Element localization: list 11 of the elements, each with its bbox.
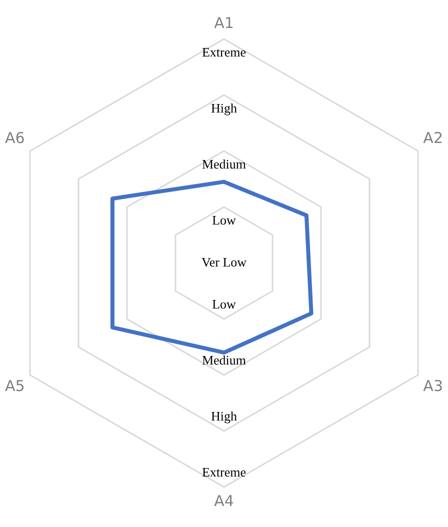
y-tick-label: Low: [212, 212, 237, 228]
y-tick-label: Medium: [202, 156, 246, 172]
y-tick-label: High: [211, 100, 238, 116]
spoke-label: A6: [5, 128, 25, 147]
spoke-label: A5: [5, 376, 25, 395]
spoke-label: A3: [423, 376, 443, 395]
y-tick-label: Extreme: [202, 44, 246, 60]
spoke-label: A1: [214, 14, 234, 32]
spoke-label: A4: [214, 492, 234, 510]
spoke-label: A2: [423, 128, 443, 147]
y-tick-label: Ver Low: [201, 254, 248, 270]
